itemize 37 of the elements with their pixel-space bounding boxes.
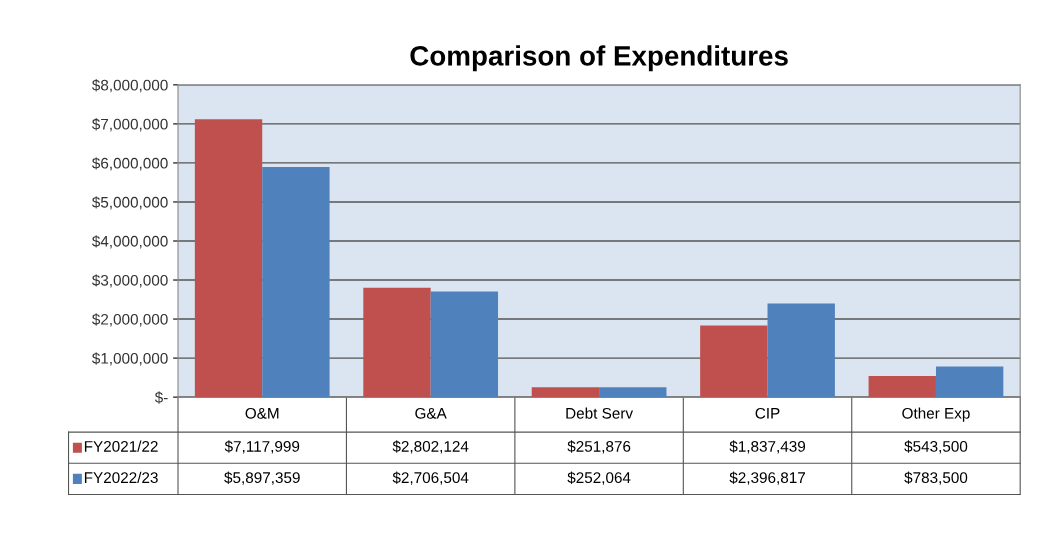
data-label: $783,500 [904,471,968,485]
bar [868,375,936,398]
y-tick-label: $7,000,000 [92,118,168,132]
data-label: $1,837,439 [729,440,806,454]
x-tick-label: O&M [245,407,279,419]
data-label: $543,500 [904,440,968,454]
bar [262,166,330,398]
data-label: $251,876 [567,440,631,454]
y-tick-label: $2,000,000 [92,313,168,327]
data-label: $5,897,359 [224,471,300,485]
bar [363,287,431,398]
bar [531,387,600,398]
data-label: $2,802,124 [392,440,469,454]
legend-label: FY2022/23 [84,471,158,484]
y-tick-label: $6,000,000 [92,157,168,171]
bar [599,387,667,398]
bar [700,325,768,398]
bar [767,303,835,398]
data-label: $2,396,817 [729,471,805,485]
legend-label: FY2021/22 [84,440,158,452]
data-label: $2,706,504 [392,471,469,485]
y-tick-label: $4,000,000 [92,235,168,249]
bar [430,291,499,398]
x-tick-label: Other Exp [902,407,970,422]
chart-title: Comparison of Expenditures [410,45,788,72]
y-tick-label: $3,000,000 [92,274,168,288]
y-tick-label: $8,000,000 [92,79,168,93]
bar [935,366,1004,398]
y-tick-label: $1,000,000 [92,352,168,366]
x-tick-label: Debt Serv [566,407,634,419]
y-tick-label: $5,000,000 [92,196,168,210]
data-label: $7,117,999 [224,440,300,454]
data-label: $252,064 [567,471,631,485]
x-tick-label: G&A [415,407,447,419]
y-tick-label: $- [154,391,168,404]
x-tick-label: CIP [755,407,780,419]
bar [194,119,263,398]
